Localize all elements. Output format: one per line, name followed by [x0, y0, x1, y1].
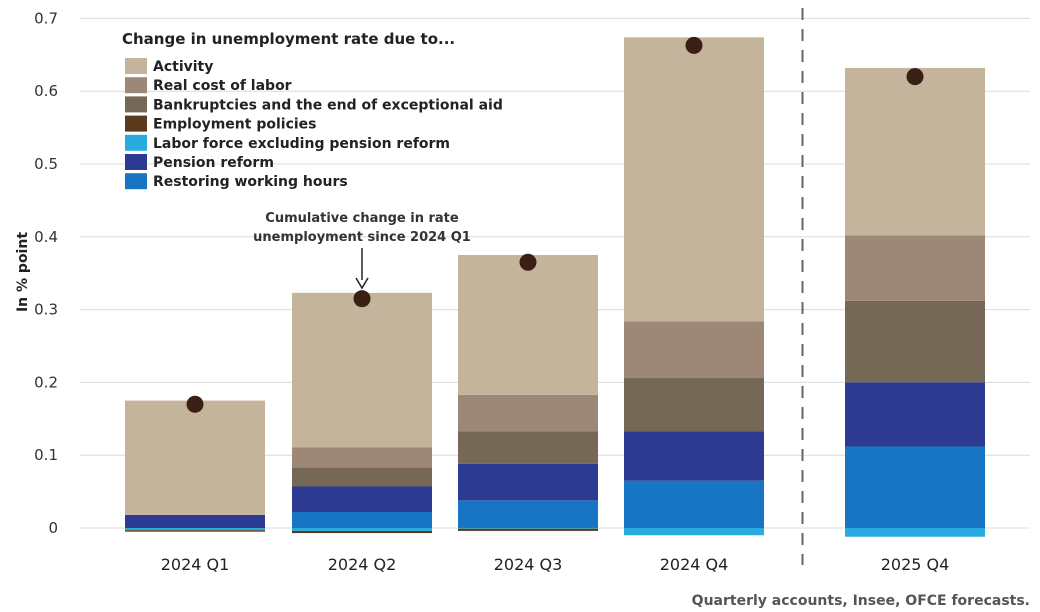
bar-segment: [292, 511, 432, 528]
bar-segment: [624, 528, 764, 536]
bar-segment: [624, 37, 764, 322]
legend-label: Pension reform: [153, 155, 274, 171]
bar-segment: [125, 514, 265, 528]
bar-segment: [292, 486, 432, 512]
x-category-label: 2024 Q3: [494, 555, 563, 574]
x-category-label: 2024 Q4: [660, 555, 729, 574]
legend-label: Activity: [153, 59, 213, 75]
bar-segment: [458, 528, 598, 529]
legend: Change in unemployment rate due to... Ac…: [122, 30, 503, 190]
bar-segment: [624, 321, 764, 379]
legend-swatch: [125, 77, 147, 94]
y-axis-title: In % point: [15, 232, 31, 312]
legend-title: Change in unemployment rate due to...: [122, 30, 455, 48]
bar-segment: [125, 528, 265, 531]
annotation-line-2: unemployment since 2024 Q1: [253, 230, 471, 245]
cumulative-point: [353, 290, 371, 308]
y-tick-label: 0.7: [34, 9, 58, 27]
y-tick-label: 0.4: [34, 228, 58, 246]
bar-segment: [292, 528, 432, 531]
bar-segment: [845, 300, 985, 383]
x-category-label: 2024 Q1: [161, 555, 230, 574]
bar-segment: [845, 67, 985, 236]
cumulative-points: [186, 36, 924, 413]
bar-segment: [458, 394, 598, 432]
annotation-arrow-head: [355, 277, 369, 290]
x-axis-labels: 2024 Q1 2024 Q2 2024 Q3 2024 Q4 2025 Q4: [161, 555, 950, 574]
source-note: Quarterly accounts, Insee, OFCE forecast…: [692, 593, 1030, 609]
y-axis-ticks: 0 0.1 0.2 0.3 0.4 0.5 0.6 0.7: [34, 9, 58, 537]
legend-swatch: [125, 154, 147, 170]
cumulative-point: [519, 253, 537, 271]
legend-swatch: [125, 96, 147, 113]
legend-swatch: [125, 115, 147, 132]
annotation: Cumulative change in rate unemployment s…: [253, 211, 471, 290]
bar-segment: [292, 292, 432, 448]
y-tick-label: 0.2: [34, 373, 58, 391]
bar-segment: [125, 400, 265, 515]
bar-segment: [458, 500, 598, 528]
bar-segment: [458, 255, 598, 395]
legend-label: Employment policies: [153, 117, 317, 133]
y-tick-label: 0.1: [34, 446, 58, 464]
legend-swatch: [125, 58, 147, 74]
bar-segment: [292, 530, 432, 534]
bar-segment: [845, 382, 985, 447]
bar-segment: [845, 446, 985, 528]
cumulative-point: [685, 36, 703, 54]
legend-swatch: [125, 134, 147, 151]
bar-segment: [624, 480, 764, 528]
legend-label: Bankruptcies and the end of exceptional …: [153, 97, 503, 113]
bar-segment: [845, 528, 985, 537]
bar-segment: [458, 463, 598, 501]
x-category-label: 2024 Q2: [328, 555, 397, 574]
bar-segment: [125, 530, 265, 532]
legend-label: Labor force excluding pension reform: [153, 136, 450, 152]
bars: [125, 37, 985, 537]
bar-segment: [624, 431, 764, 481]
x-category-label: 2025 Q4: [881, 555, 950, 574]
y-tick-label: 0.6: [34, 82, 58, 100]
bar-segment: [458, 528, 598, 531]
bar-segment: [292, 447, 432, 468]
y-tick-label: 0.5: [34, 155, 58, 173]
bar-segment: [845, 235, 985, 301]
bar-segment: [292, 467, 432, 487]
y-tick-label: 0: [48, 519, 58, 537]
legend-label: Restoring working hours: [153, 174, 348, 190]
bar-segment: [458, 431, 598, 464]
legend-label: Real cost of labor: [153, 78, 292, 94]
annotation-line-1: Cumulative change in rate: [265, 211, 459, 226]
legend-swatch: [125, 173, 147, 190]
cumulative-point: [906, 68, 924, 86]
bar-segment: [624, 378, 764, 432]
cumulative-point: [186, 395, 204, 413]
y-tick-label: 0.3: [34, 301, 58, 319]
